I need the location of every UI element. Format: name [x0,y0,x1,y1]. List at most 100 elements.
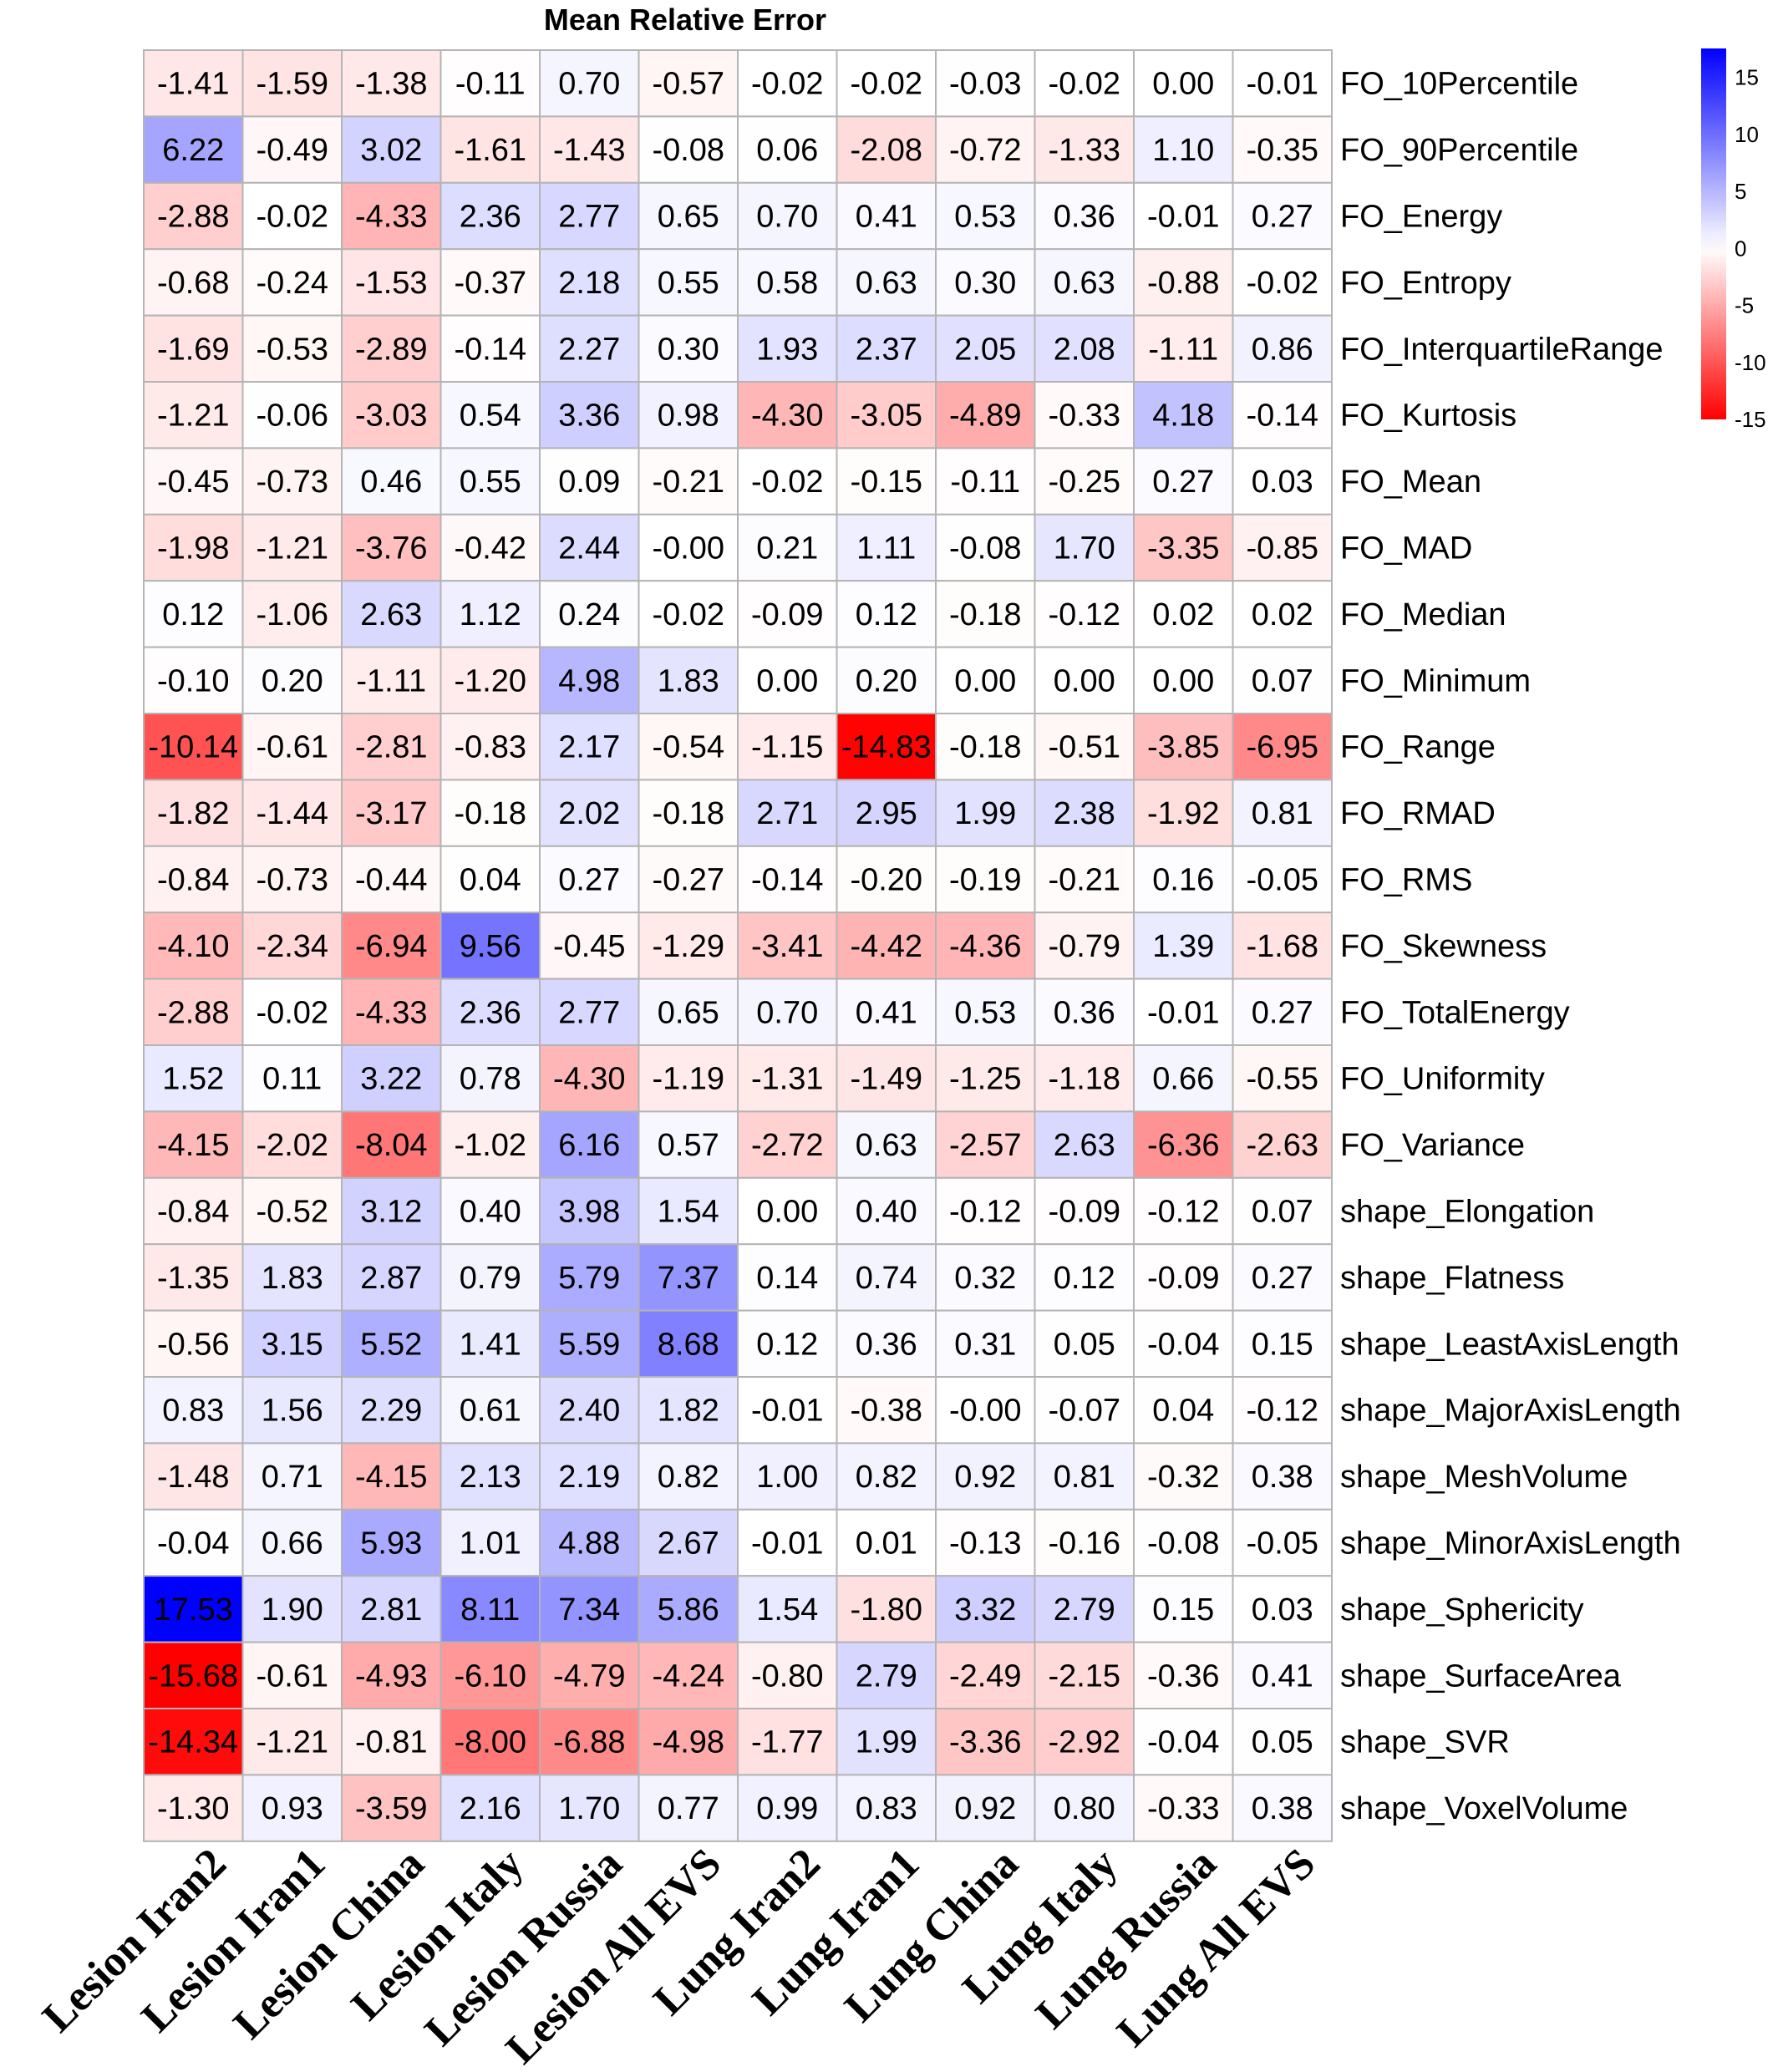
cell-value-label: -0.14 [751,863,824,898]
cell-value-label: 8.11 [460,1592,520,1628]
cell-value-label: -1.53 [355,266,428,301]
cell-value-label: -0.85 [1246,531,1318,566]
cell-value-label: 0.27 [1252,200,1313,235]
cell-value-label: 2.67 [658,1526,719,1562]
cell-value-label: -0.24 [256,266,328,301]
cell-value-label: 0.00 [1054,663,1115,698]
heatmap-cell [539,314,640,383]
cell-value-label: 2.44 [558,531,620,566]
heatmap-cell [1034,447,1135,515]
heatmap-cell [1034,646,1135,714]
cell-value-label: -0.01 [1147,995,1220,1030]
heatmap-cell [439,181,541,251]
cell-value-label: -0.16 [1048,1526,1120,1562]
cell-value-label: 17.53 [154,1592,233,1628]
heatmap-cell [1034,1708,1135,1776]
heatmap-cell [341,1243,442,1312]
heatmap-cell [836,713,937,781]
heatmap-cell [143,713,244,781]
cell-value-label: -4.98 [652,1725,724,1760]
cell-value-label: 3.98 [558,1195,620,1230]
heatmap-cell [1133,115,1234,184]
cell-value-label: -1.31 [751,1062,824,1097]
cell-value-label: -6.36 [1147,1128,1220,1163]
heatmap-cell [241,1508,343,1577]
heatmap-cell [1232,1243,1333,1312]
cell-value-label: -1.21 [256,531,328,566]
cell-value-label: -2.02 [256,1128,328,1163]
cell-value-label: -0.14 [454,332,526,367]
heatmap-cell [143,248,244,317]
cell-value-label: 6.16 [558,1128,620,1163]
cell-value-label: 1.56 [262,1394,323,1429]
row-label: FO_Mean [1340,465,1481,500]
heatmap-cell [241,1708,343,1776]
cell-value-label: 5.52 [360,1327,422,1362]
cell-value-label: 1.70 [558,1791,620,1826]
heatmap-cell [439,447,541,515]
heatmap-cell [935,580,1036,648]
heatmap-cell [1034,1376,1135,1445]
heatmap-cell [143,1641,244,1709]
heatmap-cell [241,580,343,648]
cell-value-label: -1.33 [1048,133,1120,168]
cell-value-label: 0.12 [162,597,224,632]
cell-value-label: 0.20 [262,663,323,698]
cell-value-label: -4.42 [850,929,922,964]
row-label: shape_VoxelVolume [1340,1791,1628,1826]
row-label: FO_Median [1340,597,1506,632]
heatmap-cell [143,580,244,648]
cell-value-label: 0.11 [262,1062,322,1097]
cell-value-label: -0.18 [652,796,724,831]
cell-value-label: -8.00 [454,1725,526,1760]
cell-value-label: -0.02 [850,67,922,102]
cell-value-label: -0.42 [454,531,526,566]
cell-value-label: 0.40 [460,1195,521,1230]
row-label: FO_Minimum [1340,663,1531,698]
heatmap-cell [836,1774,937,1842]
cell-value-label: -3.36 [949,1725,1022,1760]
heatmap-cell [1034,248,1135,317]
heatmap-cell [241,115,343,184]
cell-value-label: 2.17 [558,730,620,765]
heatmap-cell [1232,1376,1333,1445]
heatmap-cell [439,1176,541,1246]
heatmap-cell [1133,1442,1234,1511]
cell-value-label: -0.55 [1246,1062,1318,1097]
row-label: FO_Uniformity [1340,1062,1545,1097]
heatmap-cell [1133,1508,1234,1577]
heatmap-cell [1133,1641,1234,1709]
heatmap-cell [638,1774,739,1842]
cell-value-label: -1.25 [949,1062,1022,1097]
cell-value-label: -1.15 [751,730,824,765]
heatmap-cell [1232,49,1333,118]
cell-value-label: -1.21 [256,1725,328,1760]
cell-value-label: 0.27 [1252,1261,1313,1296]
heatmap-cell [935,1243,1036,1312]
cell-value-label: -0.09 [1147,1261,1220,1296]
cell-value-label: -2.81 [355,730,428,765]
cell-value-label: -0.20 [850,863,922,898]
chart-title: Mean Relative Error [544,3,826,37]
heatmap-cell [737,845,838,914]
cell-value-label: 4.18 [1152,399,1214,434]
heatmap-cell [1034,49,1135,118]
cell-value-label: -3.59 [355,1791,428,1826]
cell-value-label: 0.82 [658,1460,719,1495]
heatmap-cell [539,181,640,251]
heatmap-cell [539,1508,640,1577]
cell-value-label: 1.10 [1152,133,1214,168]
heatmap-cell [836,1708,937,1776]
cell-value-label: -6.10 [454,1658,526,1694]
cell-value-label: -0.49 [256,133,328,168]
heatmap-cell [439,1774,541,1842]
cell-value-label: -4.10 [157,929,230,964]
cell-value-label: 0.27 [1152,465,1214,500]
cell-value-label: -0.11 [950,465,1020,500]
cell-value-label: 5.86 [658,1592,719,1628]
cell-value-label: 1.52 [162,1062,224,1097]
heatmap-cell [836,1641,937,1709]
cell-value-label: 2.16 [460,1791,521,1826]
heatmap-cell [1232,978,1333,1046]
